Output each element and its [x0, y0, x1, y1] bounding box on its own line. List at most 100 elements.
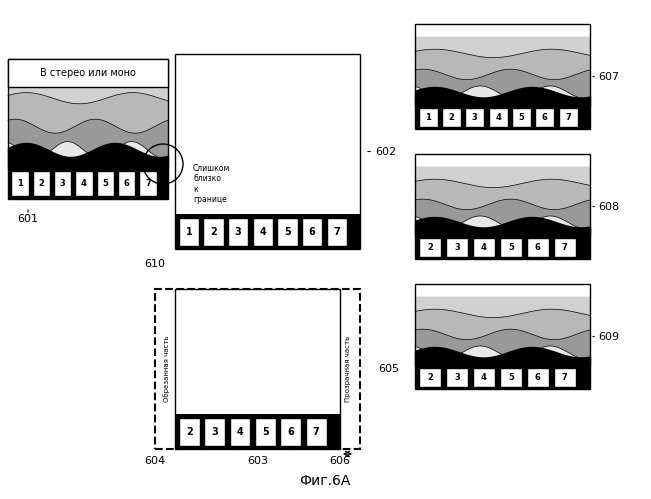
Bar [415, 24, 590, 43]
Bar [415, 236, 590, 259]
Bar [8, 59, 168, 199]
FancyBboxPatch shape [255, 418, 276, 446]
Bar [415, 284, 590, 389]
Text: 7: 7 [312, 427, 320, 437]
FancyBboxPatch shape [500, 238, 522, 257]
Bar [415, 24, 590, 129]
FancyBboxPatch shape [76, 171, 92, 196]
FancyBboxPatch shape [179, 418, 200, 446]
Text: 604: 604 [145, 456, 165, 466]
Bar [415, 154, 590, 259]
FancyBboxPatch shape [419, 108, 437, 127]
Text: 603: 603 [247, 456, 268, 466]
Text: 607: 607 [598, 71, 619, 81]
Text: 7: 7 [562, 243, 568, 252]
Bar [8, 59, 168, 199]
FancyBboxPatch shape [228, 218, 248, 246]
Text: Слишком
близко
к
границе: Слишком близко к границе [193, 164, 230, 204]
Text: 1: 1 [425, 113, 431, 122]
Text: 5: 5 [102, 179, 108, 188]
Bar [415, 24, 590, 43]
Bar [175, 54, 360, 249]
Text: 2: 2 [210, 227, 217, 237]
Text: 5: 5 [518, 113, 524, 122]
Text: 602: 602 [375, 147, 396, 157]
FancyBboxPatch shape [465, 108, 484, 127]
FancyBboxPatch shape [179, 218, 199, 246]
Text: В стерео или моно: В стерео или моно [40, 68, 136, 78]
FancyBboxPatch shape [527, 368, 549, 387]
Text: 2: 2 [427, 243, 433, 252]
FancyBboxPatch shape [139, 171, 157, 196]
FancyBboxPatch shape [96, 171, 114, 196]
Text: 7: 7 [562, 373, 568, 382]
Bar [8, 59, 168, 87]
Text: 7: 7 [565, 113, 571, 122]
Text: 1: 1 [17, 179, 23, 188]
Text: 3: 3 [235, 227, 242, 237]
Bar [415, 154, 590, 173]
Text: 4: 4 [481, 373, 487, 382]
Bar [415, 106, 590, 129]
Text: Прозрачная часть: Прозрачная часть [345, 336, 351, 402]
FancyBboxPatch shape [327, 218, 347, 246]
Text: 6: 6 [124, 179, 130, 188]
Bar [175, 414, 340, 449]
Text: 5: 5 [284, 227, 291, 237]
Text: 4: 4 [81, 179, 87, 188]
Bar [415, 284, 590, 303]
Bar [415, 284, 590, 389]
Text: 5: 5 [508, 373, 514, 382]
FancyBboxPatch shape [419, 368, 441, 387]
Text: 7: 7 [145, 179, 151, 188]
Bar [8, 168, 168, 199]
FancyBboxPatch shape [253, 218, 273, 246]
Text: Обрезанная часть: Обрезанная часть [163, 336, 171, 402]
Text: 6: 6 [535, 243, 541, 252]
Text: 6: 6 [542, 113, 547, 122]
FancyBboxPatch shape [118, 171, 135, 196]
Text: 3: 3 [472, 113, 478, 122]
Text: 3: 3 [60, 179, 66, 188]
Text: 610: 610 [145, 259, 165, 269]
Bar [415, 366, 590, 389]
Bar [415, 284, 590, 303]
Text: 3: 3 [211, 427, 218, 437]
Text: 5: 5 [508, 243, 514, 252]
Bar [175, 214, 360, 249]
FancyBboxPatch shape [553, 238, 575, 257]
Text: 605: 605 [378, 364, 399, 374]
FancyBboxPatch shape [306, 418, 327, 446]
Text: 609: 609 [598, 331, 619, 341]
FancyBboxPatch shape [500, 368, 522, 387]
FancyBboxPatch shape [446, 368, 468, 387]
FancyBboxPatch shape [54, 171, 72, 196]
Text: 1: 1 [186, 227, 192, 237]
Text: 3: 3 [454, 243, 460, 252]
FancyBboxPatch shape [204, 418, 225, 446]
FancyBboxPatch shape [281, 418, 301, 446]
Bar [415, 154, 590, 173]
Text: 2: 2 [186, 427, 193, 437]
Text: 6: 6 [287, 427, 294, 437]
FancyBboxPatch shape [535, 108, 554, 127]
Bar [415, 154, 590, 259]
FancyBboxPatch shape [473, 238, 495, 257]
Text: 2: 2 [38, 179, 44, 188]
Bar [155, 289, 360, 449]
Bar [175, 289, 340, 449]
FancyBboxPatch shape [442, 108, 461, 127]
FancyBboxPatch shape [203, 218, 223, 246]
FancyBboxPatch shape [559, 108, 577, 127]
Text: 7: 7 [333, 227, 340, 237]
Text: 608: 608 [598, 202, 619, 212]
Text: Фиг.6А: Фиг.6А [299, 474, 351, 488]
Text: 6: 6 [309, 227, 316, 237]
FancyBboxPatch shape [419, 238, 441, 257]
Text: 3: 3 [454, 373, 460, 382]
Text: 5: 5 [262, 427, 269, 437]
Text: 606: 606 [329, 456, 350, 466]
FancyBboxPatch shape [446, 238, 468, 257]
FancyBboxPatch shape [512, 108, 531, 127]
FancyBboxPatch shape [553, 368, 575, 387]
